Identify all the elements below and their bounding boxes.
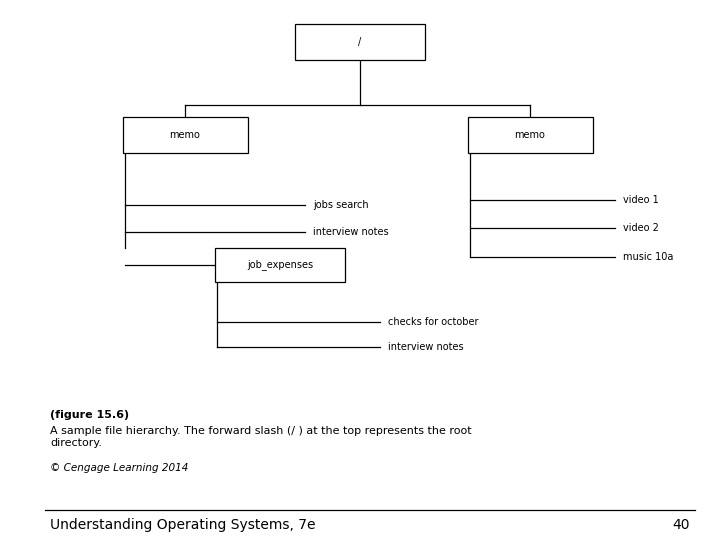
Text: music 10a: music 10a (623, 252, 673, 262)
Text: video 2: video 2 (623, 223, 659, 233)
Bar (215, 248, 345, 282)
Text: (figure 15.6): (figure 15.6) (50, 410, 129, 420)
Bar (467, 117, 593, 153)
Text: A sample file hierarchy. The forward slash (/ ) at the top represents the root
d: A sample file hierarchy. The forward sla… (50, 426, 472, 448)
Text: /: / (359, 37, 361, 47)
Text: checks for october: checks for october (388, 317, 479, 327)
Text: video 1: video 1 (623, 195, 659, 205)
Bar (295, 24, 425, 60)
Text: Understanding Operating Systems, 7e: Understanding Operating Systems, 7e (50, 518, 315, 532)
Bar (122, 117, 248, 153)
Text: interview notes: interview notes (388, 342, 464, 352)
Text: memo: memo (170, 130, 200, 140)
Text: 40: 40 (672, 518, 690, 532)
Text: © Cengage Learning 2014: © Cengage Learning 2014 (50, 463, 189, 473)
Text: jobs search: jobs search (313, 200, 369, 210)
Text: interview notes: interview notes (313, 227, 389, 237)
Text: memo: memo (515, 130, 546, 140)
Text: job_expenses: job_expenses (247, 260, 313, 271)
